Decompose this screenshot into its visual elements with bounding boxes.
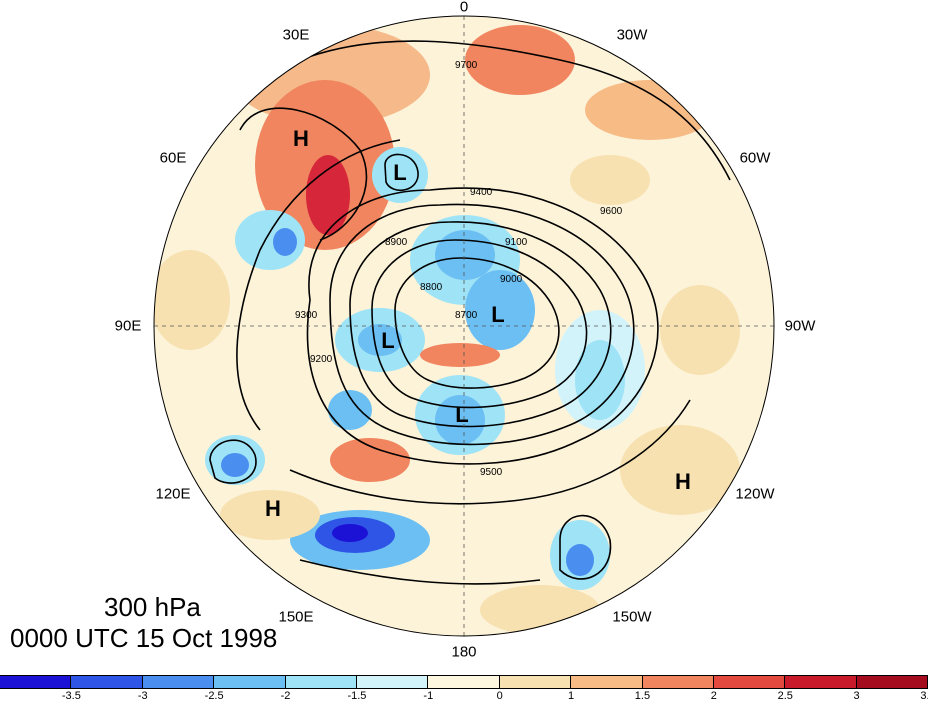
low-siberia-label: L bbox=[381, 328, 394, 353]
colorbar-tick-label: -2.5 bbox=[204, 690, 224, 702]
longitude-label-lon-90e: 90E bbox=[114, 317, 142, 335]
longitude-label-lon-0: 0 bbox=[459, 0, 469, 16]
colorbar-tick-label: 3.5 bbox=[920, 690, 928, 702]
contour-label: 9300 bbox=[295, 310, 318, 321]
longitude-label-lon-60w: 60W bbox=[739, 149, 771, 167]
colorbar-tick-label: 3 bbox=[853, 690, 860, 702]
longitude-label-lon-150e: 150E bbox=[278, 608, 314, 626]
colorbar-tick-label: -1 bbox=[423, 690, 434, 702]
colorbar-swatch bbox=[285, 676, 357, 688]
contour-label: 9500 bbox=[480, 467, 503, 478]
colorbar-swatch bbox=[856, 676, 928, 688]
longitude-label-lon-120w: 120W bbox=[735, 485, 775, 503]
high-eastpacific-label: H bbox=[675, 469, 691, 494]
colorbar-swatch bbox=[785, 676, 857, 688]
colorbar-tick-label: 2 bbox=[710, 690, 717, 702]
colorbar-swatch bbox=[571, 676, 643, 688]
colorbar-tick-label: 2.5 bbox=[777, 690, 793, 702]
longitude-label-lon-30w: 30W bbox=[616, 26, 648, 44]
colorbar-swatch bbox=[642, 676, 714, 688]
colorbar-swatch bbox=[214, 676, 286, 688]
map-border bbox=[153, 15, 775, 637]
valid-time-title: 0000 UTC 15 Oct 1998 bbox=[10, 623, 278, 653]
colorbar-tick-label: -2 bbox=[280, 690, 291, 702]
colorbar-tick-label: 0 bbox=[496, 690, 503, 702]
contour-label: 8800 bbox=[420, 282, 443, 293]
longitude-label-lon-180: 180 bbox=[451, 643, 477, 661]
colorbar-tick-label: 1 bbox=[568, 690, 575, 702]
contour-label: 9600 bbox=[600, 206, 623, 217]
contour-label: 8700 bbox=[455, 310, 478, 321]
longitude-label-lon-150w: 150W bbox=[612, 608, 652, 626]
colorbar-swatch bbox=[71, 676, 143, 688]
colorbar bbox=[0, 675, 928, 689]
longitude-label-lon-60e: 60E bbox=[159, 149, 187, 167]
colorbar-swatch bbox=[499, 676, 572, 688]
longitude-label-lon-90w: 90W bbox=[784, 317, 816, 335]
low-pacific-label: L bbox=[455, 402, 468, 427]
pressure-labels: H L L L L H H bbox=[265, 126, 691, 521]
colorbar-tick-label: 1.5 bbox=[634, 690, 651, 702]
contour-label: 9100 bbox=[505, 237, 528, 248]
high-scandinavia-label: H bbox=[293, 126, 309, 151]
colorbar-tick-label: -3 bbox=[137, 690, 148, 702]
colorbar-tick-label: -1.5 bbox=[347, 690, 367, 702]
colorbar-tick-labels: -3.5 -3 -2.5 -2 -1.5 -1 0 1 1.5 2 2.5 3 3.5 bbox=[0, 690, 928, 702]
colorbar-swatch bbox=[0, 676, 72, 688]
contour-label: 9000 bbox=[500, 274, 523, 285]
contour-label: 9400 bbox=[470, 187, 493, 198]
contour-label: 8900 bbox=[385, 237, 408, 248]
pressure-level-title: 300 hPa bbox=[104, 592, 201, 622]
colorbar-swatch bbox=[142, 676, 215, 688]
contour-label: 9200 bbox=[310, 354, 333, 365]
low-arctic-label: L bbox=[491, 302, 504, 327]
contour-label: 9700 bbox=[455, 60, 478, 71]
low-urals-label: L bbox=[393, 160, 406, 185]
height-contours bbox=[209, 40, 731, 585]
colorbar-swatch bbox=[713, 676, 786, 688]
contour-label-group: 9700 9600 9500 9400 9300 9200 9100 9000 … bbox=[295, 60, 623, 478]
high-eastasia-label: H bbox=[265, 496, 281, 521]
colorbar-tick-label: -3.5 bbox=[61, 690, 81, 702]
colorbar-swatch bbox=[428, 676, 500, 688]
colorbar-swatch bbox=[356, 676, 429, 688]
longitude-label-lon-30e: 30E bbox=[282, 26, 310, 44]
longitude-label-lon-120e: 120E bbox=[155, 485, 191, 503]
anomaly-shading bbox=[154, 25, 740, 635]
